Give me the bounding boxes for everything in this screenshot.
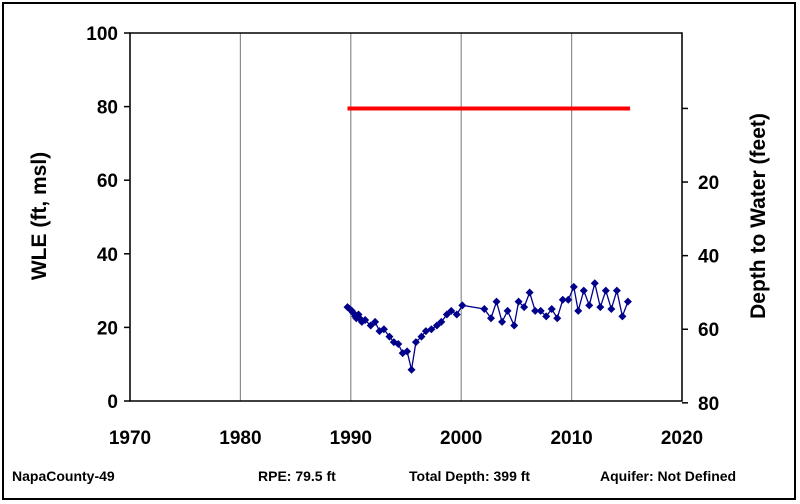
axis-layer: 1970 1980 1990 2000 2010 2020 0 20 40 60 80 100 20 40… [86,24,719,449]
data-point [437,317,446,326]
data-point [371,317,380,326]
data-point [427,325,436,334]
data-point [503,306,512,315]
aquifer-type: Aquifer: Not Defined [600,468,737,484]
data-point [585,301,594,310]
data-point [553,314,562,323]
data-point [579,286,588,295]
data-point [385,332,394,341]
y2-tick-label: 80 [698,394,719,415]
data-point [564,295,573,304]
well-name: NapaCounty-49 [12,468,115,484]
y2-tick-label: 60 [698,320,719,341]
series-line [347,283,629,370]
data-point [510,321,519,330]
data-point [569,282,578,291]
data-point [417,332,426,341]
y-tick-label: 20 [97,318,118,339]
data-point [487,314,496,323]
data-point [442,310,451,319]
plot-area [129,32,683,402]
grid-layer [129,33,683,401]
y-axis-title: WLE (ft, msl) [28,152,51,280]
x-tick-label: 2020 [661,428,703,449]
y2-tick-label: 20 [698,173,719,194]
x-tick-label: 1970 [109,428,151,449]
data-point [492,297,501,306]
data-point [558,295,567,304]
data-point [361,316,370,325]
data-point [618,312,627,321]
data-point [531,306,540,315]
x-tick-label: 1980 [219,428,261,449]
data-point [596,303,605,312]
data-point [432,321,441,330]
x-tick-label: 2010 [550,428,592,449]
data-point [536,306,545,315]
data-point [623,297,632,306]
data-point [458,301,467,310]
data-point [607,305,616,313]
data-point [407,365,416,374]
data-point [574,306,583,315]
data-point [403,347,412,356]
y2-axis-title: Depth to Water (feet) [747,113,770,319]
y-tick-label: 40 [97,245,118,266]
data-point [394,339,403,348]
data-point [542,312,551,321]
data-point [520,303,529,312]
y2-tick-label: 40 [698,247,719,268]
y-tick-label: 60 [97,171,118,192]
data-point [452,310,461,319]
data-point [601,286,610,295]
data-point [547,305,556,313]
data-point [379,325,388,334]
y-tick-label: 80 [97,98,118,119]
data-point [447,306,456,315]
total-depth: Total Depth: 399 ft [409,468,531,484]
data-point [525,288,534,297]
data-point [590,279,599,288]
data-point [366,321,375,330]
data-point [411,338,420,347]
y-tick-label: 100 [86,24,118,45]
data-point [498,317,507,326]
series-layer [343,279,632,374]
data-point [514,297,523,306]
rpe-value: RPE: 79.5 ft [258,468,336,484]
x-tick-label: 1990 [330,428,372,449]
x-tick-label: 2000 [440,428,482,449]
data-point [612,286,621,295]
data-point [480,305,489,313]
y-tick-label: 0 [107,392,118,413]
